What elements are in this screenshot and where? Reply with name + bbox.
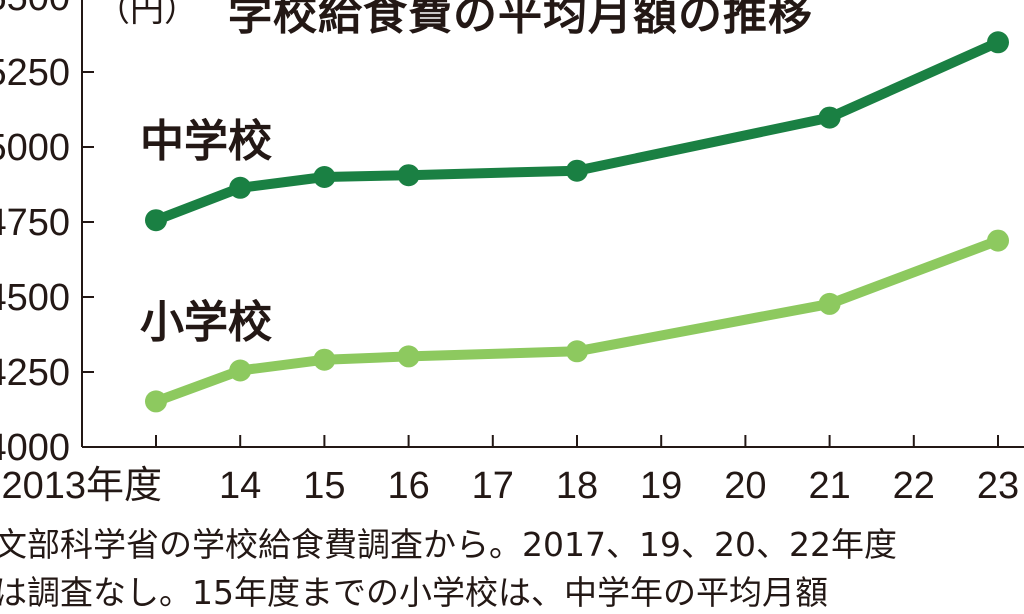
x-tick-label: 2013年度 bbox=[1, 465, 162, 507]
data-point bbox=[229, 176, 252, 199]
data-point bbox=[397, 345, 420, 368]
y-tick-label: 4250 bbox=[0, 352, 70, 394]
y-tick-label: 4500 bbox=[0, 277, 70, 319]
y-tick-label: 4000 bbox=[0, 427, 70, 469]
y-axis-unit-label: （円） bbox=[96, 0, 198, 30]
data-point bbox=[397, 164, 420, 187]
data-point bbox=[145, 390, 167, 413]
data-point bbox=[145, 209, 167, 232]
x-tick-label: 20 bbox=[724, 465, 766, 507]
footnote-line-2: は調査なし。15年度までの小学校は、中学年の平均月額 bbox=[0, 573, 828, 612]
chart-title: 学校給食費の平均月額の推移 bbox=[228, 0, 813, 40]
x-tick-label: 14 bbox=[219, 465, 261, 507]
x-tick-label: 22 bbox=[893, 465, 935, 507]
y-tick-label: 5250 bbox=[0, 52, 70, 94]
series-line-elementary-school bbox=[151, 235, 1003, 407]
x-tick-label: 15 bbox=[303, 465, 345, 507]
x-tick-label: 21 bbox=[808, 465, 850, 507]
x-tick-label: 19 bbox=[640, 465, 682, 507]
x-tick-label: 23 bbox=[977, 465, 1019, 507]
data-point bbox=[313, 348, 336, 371]
series-label: 小学校 bbox=[140, 297, 272, 348]
data-point bbox=[818, 292, 841, 315]
x-tick-label: 18 bbox=[556, 465, 598, 507]
data-point bbox=[566, 159, 588, 182]
series-line-middle-school bbox=[151, 37, 1003, 226]
data-point bbox=[987, 229, 1009, 252]
data-point bbox=[313, 166, 336, 188]
data-point bbox=[566, 340, 588, 363]
x-tick-label: 16 bbox=[387, 465, 429, 507]
y-tick-label: 5500 bbox=[0, 0, 70, 19]
data-point bbox=[229, 359, 252, 382]
footnote-line-1: 文部科学省の学校給食費調査から。2017、19、20、22年度 bbox=[0, 525, 897, 564]
data-point bbox=[987, 31, 1009, 54]
series-label: 中学校 bbox=[140, 116, 272, 167]
data-point bbox=[818, 106, 841, 129]
y-tick-label: 4750 bbox=[0, 202, 70, 244]
x-tick-label: 17 bbox=[472, 465, 514, 507]
